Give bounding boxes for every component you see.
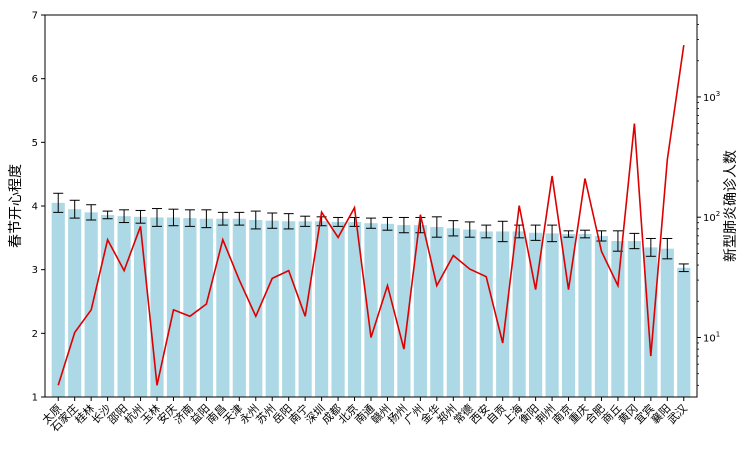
error-bar-玉林 — [152, 208, 162, 227]
bar-商丘 — [611, 241, 625, 397]
left-tick-label: 3 — [32, 265, 38, 276]
error-bar-自贡 — [497, 220, 508, 243]
error-bar-南京 — [563, 230, 574, 238]
right-tick-exponent: 2 — [716, 210, 720, 218]
bar-常德 — [463, 229, 477, 397]
error-bar-太原 — [53, 192, 64, 213]
bar-赣州 — [380, 223, 395, 397]
confirmed-cases-line — [57, 44, 685, 386]
error-bar-重庆 — [580, 229, 590, 239]
left-y-ticks: 1 2 3 4 5 6 7 — [32, 11, 45, 404]
bar-天津 — [232, 218, 246, 397]
bar-自贡 — [496, 231, 510, 397]
bar-南宁 — [298, 221, 312, 397]
right-tick-label: 102 — [703, 210, 720, 224]
bar-杭州 — [133, 216, 148, 397]
bar-邵阳 — [117, 216, 131, 397]
error-bar-南宁 — [300, 215, 311, 227]
error-bar-武汉 — [678, 263, 689, 273]
error-bar-岳阳 — [283, 213, 294, 230]
error-bar-北京 — [349, 216, 360, 227]
bar-西安 — [479, 231, 493, 397]
error-bar-金华 — [431, 216, 442, 238]
bar-合肥 — [594, 235, 609, 397]
right-tick-exponent: 3 — [716, 90, 720, 98]
error-bar-石家庄 — [69, 199, 80, 219]
x-tick-label: 武汉 — [665, 402, 690, 427]
bar-岳阳 — [282, 221, 296, 397]
right-y-ticks: 101 102 103 — [697, 24, 720, 386]
right-axis-title: 新型肺炎确诊人数 — [723, 150, 739, 262]
bar-苏州 — [265, 220, 279, 397]
left-tick-label: 5 — [32, 138, 38, 149]
bar-南京 — [561, 234, 576, 397]
error-bar-郑州 — [448, 220, 459, 237]
bar-武汉 — [677, 267, 691, 397]
left-tick-label: 1 — [32, 393, 38, 404]
error-bar-安庆 — [168, 208, 179, 227]
error-bar-常德 — [464, 221, 475, 238]
left-tick-label: 4 — [32, 202, 38, 213]
bar-扬州 — [397, 225, 411, 397]
error-bar-济南 — [184, 209, 195, 227]
bar-济南 — [183, 218, 197, 397]
bar-南通 — [364, 223, 378, 397]
bar-永州 — [249, 220, 263, 397]
bar-南昌 — [216, 218, 230, 397]
bar-石家庄 — [68, 209, 82, 397]
bar-黄冈 — [627, 241, 641, 397]
error-bar-赣州 — [382, 216, 393, 231]
left-tick-label: 2 — [32, 329, 38, 340]
error-bar-杭州 — [135, 209, 146, 224]
x-ticks: 太原石家庄桂林长沙邵阳杭州玉林安庆济南益阳南昌天津永州苏州岳阳南宁深圳成都北京南… — [40, 397, 690, 434]
error-bar-南通 — [366, 217, 376, 229]
bar-北京 — [347, 221, 362, 397]
error-bar-苏州 — [267, 212, 278, 229]
error-bar-长沙 — [102, 210, 113, 220]
error-bar-扬州 — [398, 216, 409, 234]
error-bar-衡阳 — [530, 224, 541, 241]
error-bar-天津 — [234, 211, 245, 226]
left-tick-label: 7 — [32, 11, 38, 22]
bar-安庆 — [166, 217, 181, 397]
bar-上海 — [512, 231, 526, 397]
bar-玉林 — [150, 217, 164, 397]
error-bar-黄冈 — [629, 232, 640, 250]
error-bar-合肥 — [596, 230, 607, 242]
error-bar-桂林 — [86, 204, 97, 221]
left-tick-label: 6 — [32, 74, 38, 85]
error-bar-宜宾 — [645, 237, 656, 257]
error-bar-襄阳 — [662, 237, 673, 260]
bar-重庆 — [578, 234, 592, 397]
bar-金华 — [430, 227, 444, 397]
left-axis-title: 春节开心程度 — [8, 164, 24, 248]
bar-成都 — [331, 221, 345, 397]
bar-襄阳 — [660, 248, 674, 397]
bar-荆州 — [545, 233, 559, 397]
bar-长沙 — [101, 214, 115, 397]
error-bar-益阳 — [201, 209, 212, 229]
error-bar-series — [53, 192, 689, 273]
right-tick-exponent: 1 — [716, 330, 720, 338]
error-bar-南昌 — [217, 211, 228, 226]
bar-益阳 — [199, 218, 213, 397]
bar-桂林 — [84, 212, 98, 397]
bar-宜宾 — [644, 247, 658, 397]
error-bar-西安 — [481, 224, 492, 239]
error-bar-邵阳 — [119, 209, 130, 224]
error-bar-永州 — [250, 210, 261, 230]
right-tick-label: 103 — [703, 90, 720, 104]
error-bar-成都 — [333, 216, 344, 227]
bar-深圳 — [315, 221, 329, 397]
bar-太原 — [51, 202, 65, 397]
bar-郑州 — [446, 228, 460, 397]
right-tick-label: 101 — [703, 330, 720, 344]
bar-广州 — [413, 225, 427, 397]
error-bar-荆州 — [547, 224, 558, 243]
